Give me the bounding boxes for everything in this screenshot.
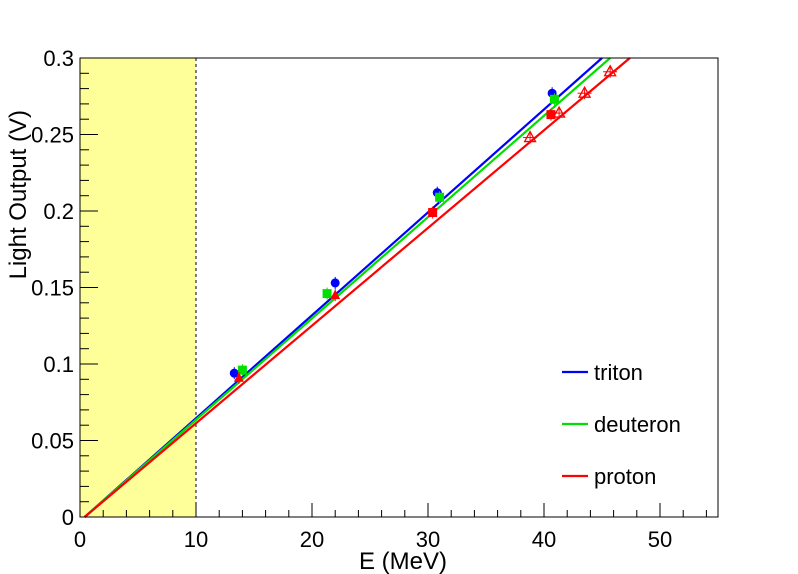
y-tick-label: 0.15 <box>31 276 74 301</box>
legend: triton deuteron proton <box>562 360 681 489</box>
y-tick-label: 0.2 <box>43 199 74 224</box>
fit-lines-layer <box>83 57 631 518</box>
data-point-proton-6 <box>578 85 592 98</box>
fit-line-proton <box>83 57 631 518</box>
fit-line-deuteron <box>83 57 611 518</box>
data-point-deuteron-1 <box>322 289 332 299</box>
y-tick-label: 0.05 <box>31 429 74 454</box>
data-point-triton-1 <box>330 278 340 288</box>
x-tick-label: 40 <box>532 527 556 552</box>
markers-layer <box>229 64 618 384</box>
data-point-triton-0 <box>229 368 239 378</box>
tick-labels-layer: 0 10 20 30 40 50 0 0.05 0.1 0.15 0.2 0.25 0.3 <box>31 46 672 552</box>
legend-label-deuteron: deuteron <box>594 412 681 437</box>
data-point-proton-3 <box>546 110 556 120</box>
x-tick-label: 0 <box>74 527 86 552</box>
y-tick-label: 0.1 <box>43 352 74 377</box>
data-point-deuteron-0 <box>237 365 247 375</box>
x-tick-label: 10 <box>184 527 208 552</box>
x-tick-label: 20 <box>300 527 324 552</box>
data-point-proton-1 <box>330 289 341 300</box>
data-point-deuteron-2 <box>435 192 445 202</box>
data-point-proton-2 <box>428 208 438 218</box>
data-point-proton-5 <box>552 105 566 118</box>
x-axis-label: E (MeV) <box>359 548 447 574</box>
y-tick-label: 0.3 <box>43 46 74 71</box>
y-tick-label: 0.25 <box>31 123 74 148</box>
x-tick-label: 50 <box>648 527 672 552</box>
legend-label-proton: proton <box>594 464 656 489</box>
data-point-proton-4 <box>523 130 537 143</box>
ticks-layer <box>79 57 707 518</box>
legend-label-triton: triton <box>594 360 643 385</box>
y-tick-label: 0 <box>62 505 74 530</box>
data-point-deuteron-3 <box>549 94 559 104</box>
data-point-proton-0 <box>233 372 244 382</box>
y-axis-label: Light Output (V) <box>5 110 32 279</box>
data-point-proton-7 <box>603 64 617 77</box>
x-tick-label: 30 <box>416 527 440 552</box>
